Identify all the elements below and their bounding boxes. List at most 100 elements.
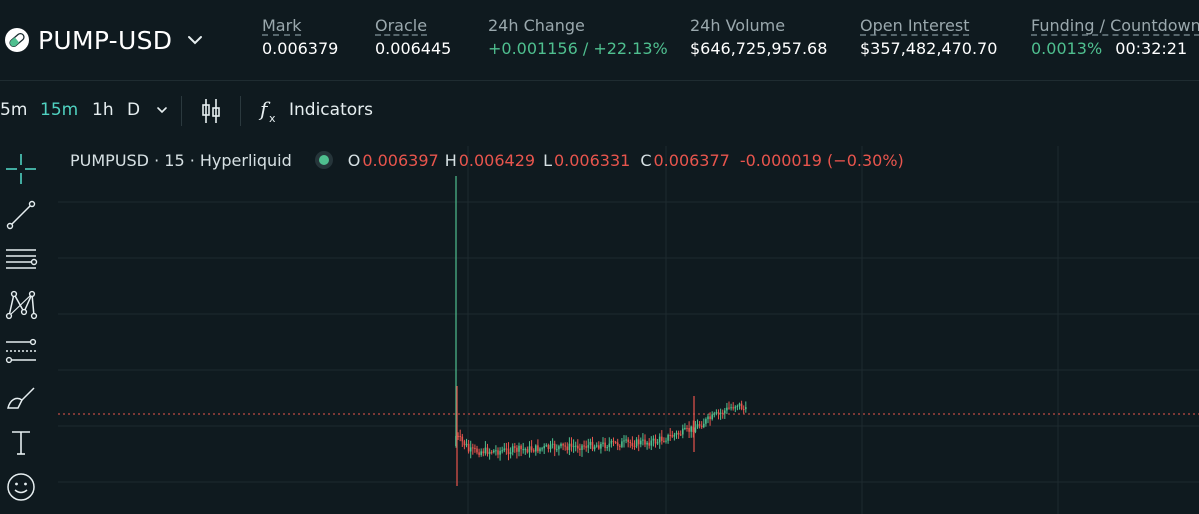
trend-line-icon[interactable] (4, 198, 38, 232)
candle-body (612, 440, 615, 443)
market-header: PUMP-USD Mark 0.006379 Oracle 0.006445 2… (0, 0, 1199, 81)
candle-body (465, 443, 468, 446)
candle-body (663, 440, 665, 442)
candle-body (602, 442, 604, 444)
candle-body (642, 439, 644, 441)
stat-24h-change: 24h Change +0.001156 / +22.13% (488, 16, 668, 58)
candle-body (530, 446, 533, 451)
candle-body (677, 432, 680, 435)
candle-body (562, 443, 564, 446)
candle-body (726, 407, 728, 411)
interval-5m[interactable]: 5m (0, 100, 28, 120)
candle-body (541, 448, 543, 450)
candle-body (619, 445, 621, 447)
series-title: PUMPUSD · 15 · Hyperliquid (70, 150, 292, 170)
status-dot-icon[interactable] (314, 150, 334, 170)
candle-body (543, 446, 545, 449)
fx-indicators-icon[interactable]: f x (258, 96, 282, 126)
text-icon[interactable] (4, 426, 38, 460)
stat-label: 24h Change (488, 16, 585, 35)
candle-body (623, 440, 625, 442)
candle-body (665, 440, 667, 442)
horizontal-lines-icon[interactable] (4, 242, 38, 276)
chevron-down-icon[interactable] (156, 104, 168, 116)
candle-body (644, 439, 646, 445)
candle-body (648, 442, 650, 446)
divider (240, 96, 241, 126)
candle-body (709, 416, 711, 420)
interval-d[interactable]: D (127, 100, 141, 120)
candle-body (469, 447, 472, 452)
drawing-toolbar (0, 140, 44, 514)
candle-body (528, 446, 531, 453)
candle-body (673, 434, 676, 437)
stat-funding: Funding / Countdown 0.0013% 00:32:21 (1031, 16, 1199, 58)
fib-icon[interactable] (4, 334, 38, 368)
candle-body (509, 452, 512, 455)
stat-label: 24h Volume (690, 16, 786, 35)
candle-body (698, 424, 701, 426)
candle-body (684, 427, 686, 429)
candle-body (516, 447, 518, 452)
candle-body (694, 427, 697, 433)
candle-body (505, 448, 508, 450)
change-value: -0.000019 (−0.30%) (739, 150, 904, 170)
candle-body (581, 445, 583, 451)
market-selector[interactable]: PUMP-USD (0, 18, 204, 62)
candle-body (742, 409, 745, 411)
candle-body (461, 436, 464, 442)
open-label: O (347, 150, 361, 170)
candle-body (520, 445, 522, 450)
candle-body (728, 407, 730, 409)
candle-body (514, 446, 516, 448)
candle-body (549, 444, 552, 449)
candle-body (585, 446, 587, 448)
candle-body (717, 412, 720, 414)
candle-body (551, 443, 554, 445)
candle-body (564, 445, 566, 447)
chevron-down-icon[interactable] (186, 31, 204, 49)
candle-body (637, 439, 640, 445)
candle-body (560, 443, 562, 447)
pattern-icon[interactable] (4, 288, 38, 322)
candle-body (558, 446, 560, 450)
candle-body (503, 448, 506, 451)
candle-body (610, 440, 613, 444)
candle-body (736, 405, 739, 407)
stat-label: Open Interest (860, 16, 970, 35)
interval-15m[interactable]: 15m (40, 100, 79, 120)
pill-coin-icon (5, 28, 29, 52)
chart-type-candles-icon[interactable] (198, 96, 224, 126)
brush-icon[interactable] (4, 380, 38, 414)
divider (181, 96, 182, 126)
indicators-button[interactable]: Indicators (289, 100, 373, 120)
crosshair-icon[interactable] (4, 152, 38, 186)
market-symbol: PUMP-USD (38, 25, 173, 55)
candle-body (669, 434, 671, 436)
candle-body (459, 435, 461, 437)
candle-body (583, 445, 585, 447)
low-label: L (543, 150, 552, 170)
candle-body (547, 445, 550, 449)
stat-label: Oracle (375, 16, 428, 35)
interval-1h[interactable]: 1h (92, 100, 114, 120)
candle-body (713, 413, 716, 415)
candle-body (539, 448, 541, 452)
stat-label: Mark (262, 16, 302, 35)
funding-countdown: 00:32:21 (1115, 39, 1188, 58)
candle-body (593, 446, 596, 450)
price-chart[interactable] (58, 146, 1199, 514)
candle-body (488, 451, 491, 455)
emoji-icon[interactable] (4, 470, 38, 504)
candle-body (646, 442, 648, 445)
ohlc-legend: PUMPUSD · 15 · Hyperliquid O 0.006397 H 0.… (70, 150, 904, 170)
candle-body (572, 446, 575, 448)
candle-body (501, 450, 503, 452)
candle-body (522, 449, 524, 451)
candle-body (627, 439, 629, 442)
candle-body (686, 427, 688, 429)
candle-body (526, 449, 529, 453)
candle-body (690, 426, 692, 432)
candle-body (507, 448, 510, 455)
candle-body (606, 447, 608, 449)
